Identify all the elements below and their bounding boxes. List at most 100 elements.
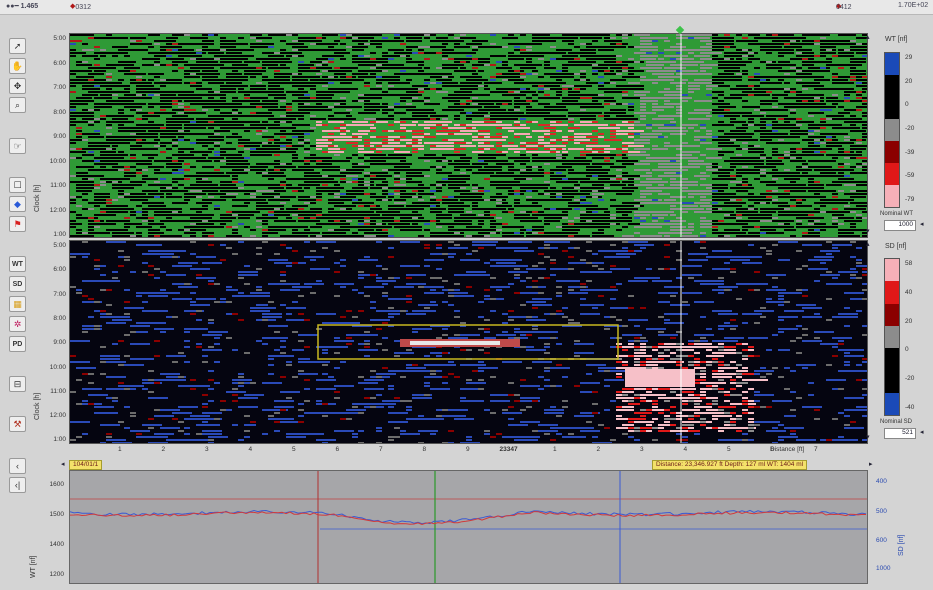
distance-tick: 1 [118,446,122,453]
profile-left-arrow-icon[interactable]: ◂ [61,461,65,468]
sd-colorbar-swatch [885,370,899,393]
sd-colorbar-swatch [885,281,899,304]
bottom-y-tick: 5:00 [53,242,66,249]
top-y-tick: 7:00 [53,84,66,91]
profile-plot-panel[interactable] [69,470,868,584]
sd-colorbar-title: SD [nf] [885,243,907,250]
wt-colorbar-tick: 0 [905,101,909,109]
distance-tick: 1 [553,446,557,453]
pointer-icon[interactable]: ➚ [9,38,26,54]
distance-tick: 3 [205,446,209,453]
right-marker-label: 0412 ◆ [836,3,852,11]
nominal-wt-label: Nominal WT [880,211,914,217]
distance-tick: 8 [422,446,427,453]
profile-right-tick: 1000 [876,565,891,572]
nominal-sd-input[interactable]: 521 [884,428,916,439]
wt-colorbar-swatch [885,53,899,75]
wt-colorbar-tick: -39 [905,148,915,156]
nominal-sd-label: Nominal SD [880,419,913,425]
next-icon[interactable]: ‹| [9,477,26,493]
scroll-down-icon[interactable]: ▾ [866,228,870,235]
bottom-y-tick: 8:00 [53,314,66,322]
sd-heatmap-panel[interactable] [69,240,868,444]
wt-colorbar-title: WT [nf] [885,36,908,43]
distance-tick: 5 [727,446,731,453]
diamond-icon[interactable]: ◆ [9,196,26,212]
profile-right-arrow-icon[interactable]: ▸ [869,461,873,468]
selection-box[interactable] [317,324,619,360]
settings-icon[interactable]: ✲ [9,316,26,332]
profile-right-tick: 400 [876,478,887,485]
grid-icon[interactable]: ⊟ [9,376,26,392]
profile-left-tick: 1600 [49,481,64,488]
scroll-up-icon[interactable]: ▴ [866,34,870,41]
zoom-pan-icon[interactable]: ✥ [9,78,26,94]
top-y-tick: 1:00 [53,231,66,238]
profile-left-axis-label: WT [nf] [30,555,37,578]
profile-right-axis-label: SD [nf] [898,534,905,556]
flag-icon[interactable]: ⚑ [9,216,26,232]
wt-colorbar-swatch [885,163,899,185]
sd-colorbar-swatch [885,325,899,349]
prev-icon[interactable]: ‹ [9,458,26,474]
wrench-icon[interactable]: ⚒ [9,416,26,432]
select-tool-icon[interactable]: ☞ [9,138,26,154]
wt-colorbar-swatch [885,119,899,141]
top-y-tick: 5:00 [53,35,66,42]
profile-left-tick: 1400 [49,541,64,548]
sd-heatmap-canvas [70,241,867,443]
bottom-y-tick: 10:00 [49,363,66,371]
sd-colorbar-swatch [885,392,899,415]
distance-tick: 6 [335,446,340,453]
distance-tick: 7 [814,446,818,453]
distance-tick: 2 [161,446,166,453]
profile-info-right: Distance: 23,346.927 ft Depth: 127 ml WT… [652,460,808,470]
profile-info-left: 104/01/1 [69,460,103,470]
sd-colorbar-swatch [885,348,899,371]
top-y-tick: 12:00 [49,206,66,214]
bottom-y-tick: 1:00 [53,436,66,444]
distance-tick: 4 [683,446,688,453]
wt-tool-button[interactable]: WT [9,256,26,272]
sd-colorbar-tick: 20 [905,317,913,325]
bottom-y-tick: 9:00 [53,339,66,347]
sd-profile-curve [70,509,867,525]
wt-colorbar [884,52,900,208]
distance-tick: 2 [596,446,601,453]
wt-colorbar-swatch [885,141,899,163]
bottom-y-tick: 12:00 [49,412,66,420]
sd-tool-button[interactable]: SD [9,276,26,292]
scroll-down-icon-2[interactable]: ▾ [866,434,870,441]
top-y-axis-label: Clock [h] [34,184,41,212]
sd-colorbar-tick: -20 [905,375,915,383]
scroll-up-icon-2[interactable]: ▴ [866,241,870,248]
profile-left-tick: 1200 [49,571,64,578]
nominal-wt-arrow-icon[interactable]: ◂ [920,221,924,228]
wt-colorbar-swatch [885,75,899,97]
wt-colorbar-tick: 29 [905,54,913,61]
top-y-tick: 9:00 [53,133,66,140]
top-y-tick: 8:00 [53,108,66,116]
distance-tick: 9 [466,446,470,453]
color-map-icon[interactable]: ▦ [9,296,26,312]
rectangle-icon[interactable]: ☐ [9,177,26,193]
pd-tool-button[interactable]: PD [9,336,26,352]
distance-tick: 4 [248,446,253,453]
nominal-sd-arrow-icon[interactable]: ◂ [920,429,924,436]
wt-heatmap-panel[interactable] [69,33,868,238]
magnifier-icon[interactable]: ⌕ [9,97,26,113]
sd-colorbar-tick: -40 [905,404,915,411]
wt-colorbar-tick: -20 [905,125,915,132]
profile-plot-canvas [70,471,867,583]
wt-colorbar-tick: 20 [905,77,913,85]
nominal-wt-input[interactable]: 1000 [884,220,916,231]
bottom-y-tick: 6:00 [53,266,66,274]
profile-right-tick: 500 [876,508,887,515]
wt-colorbar-tick: -79 [905,196,915,203]
sd-colorbar [884,258,900,416]
sd-colorbar-tick: 58 [905,260,913,267]
top-y-tick: 10:00 [49,157,66,165]
wt-heatmap-canvas [70,34,867,237]
hand-icon[interactable]: ✋ [9,58,26,74]
wt-colorbar-tick: -59 [905,172,915,180]
